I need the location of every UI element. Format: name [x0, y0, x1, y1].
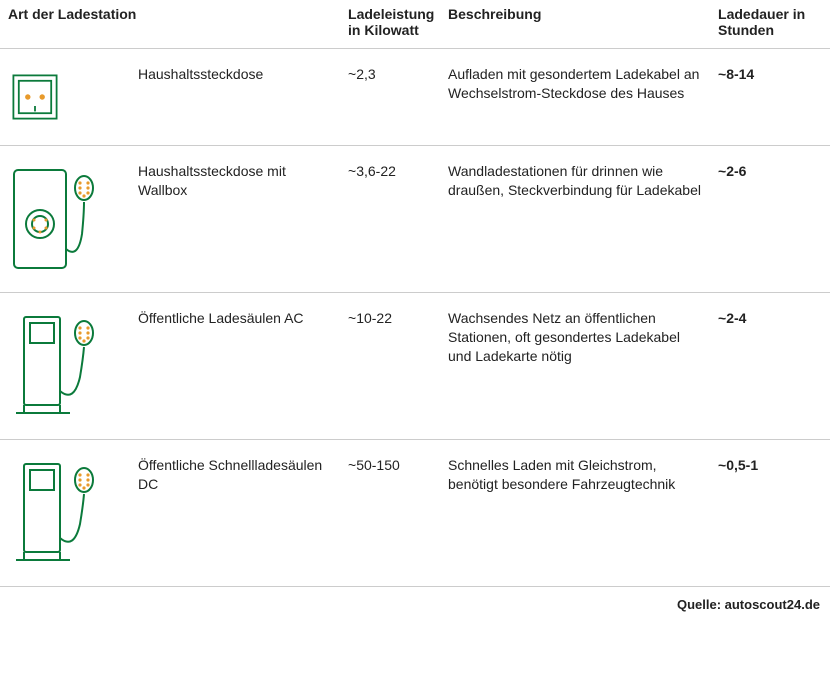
row-power: ~3,6-22	[340, 146, 440, 293]
row-power: ~2,3	[340, 49, 440, 146]
wallbox-icon	[8, 164, 98, 274]
row-icon-cell	[0, 440, 130, 587]
row-icon-cell	[0, 146, 130, 293]
row-name: Haushaltssteckdose mit Wallbox	[130, 146, 340, 293]
row-time: ~2-4	[710, 293, 830, 440]
row-name: Öffentliche Schnellladesäulen DC	[130, 440, 340, 587]
row-desc: Aufladen mit gesondertem Ladekabel an We…	[440, 49, 710, 146]
socket-icon	[8, 67, 62, 127]
row-power: ~50-150	[340, 440, 440, 587]
table-row: Öffentliche Schnellladesäulen DC ~50-150…	[0, 440, 830, 587]
row-icon-cell	[0, 49, 130, 146]
header-power: Ladeleistung in Kilowatt	[340, 0, 440, 49]
row-time: ~2-6	[710, 146, 830, 293]
row-name: Öffentliche Ladesäulen AC	[130, 293, 340, 440]
row-desc: Wandladestationen für drinnen wie drauße…	[440, 146, 710, 293]
header-desc: Beschreibung	[440, 0, 710, 49]
row-name: Haushaltssteckdose	[130, 49, 340, 146]
header-time: Ladedauer in Stunden	[710, 0, 830, 49]
row-power: ~10-22	[340, 293, 440, 440]
charging-station-icon	[8, 311, 98, 421]
table-row: Öffentliche Ladesäulen AC ~10-22 Wachsen…	[0, 293, 830, 440]
source-attribution: Quelle: autoscout24.de	[0, 587, 830, 618]
row-desc: Schnelles Laden mit Gleichstrom, benötig…	[440, 440, 710, 587]
row-time: ~0,5-1	[710, 440, 830, 587]
header-type: Art der Ladestation	[0, 0, 340, 49]
row-icon-cell	[0, 293, 130, 440]
charging-station-icon	[8, 458, 98, 568]
row-time: ~8-14	[710, 49, 830, 146]
row-desc: Wachsendes Netz an öffentlichen Statione…	[440, 293, 710, 440]
charging-station-table: Art der Ladestation Ladeleistung in Kilo…	[0, 0, 830, 587]
table-row: Haushaltssteckdose ~2,3 Aufladen mit ges…	[0, 49, 830, 146]
table-row: Haushaltssteckdose mit Wallbox ~3,6-22 W…	[0, 146, 830, 293]
